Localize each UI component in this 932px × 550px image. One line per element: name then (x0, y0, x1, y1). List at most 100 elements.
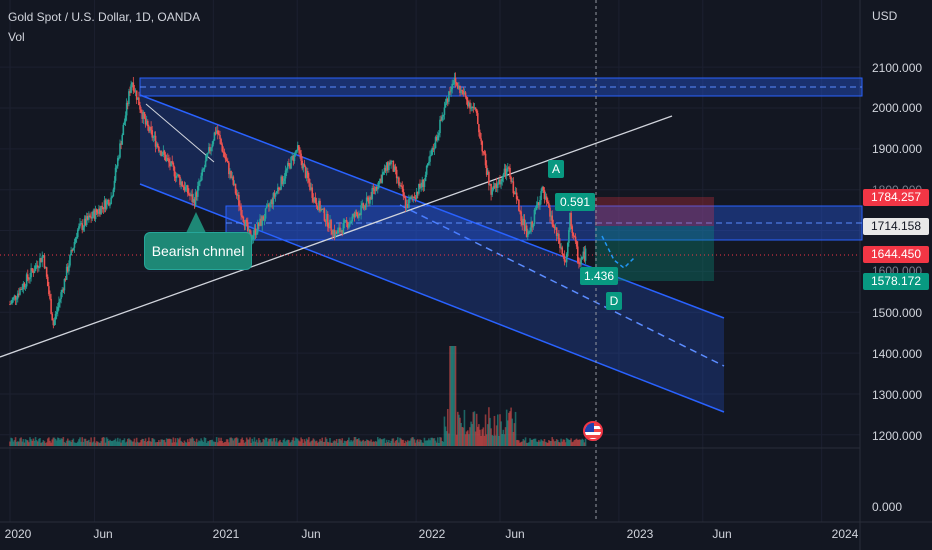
volume-bar (296, 438, 299, 446)
candle-body (36, 265, 39, 268)
candle-body (409, 198, 411, 200)
x-tick-jun-2021: Jun (301, 527, 321, 541)
candle-body (525, 225, 528, 237)
volume-bar (313, 439, 316, 446)
candle-body (301, 160, 304, 169)
candle-body (513, 193, 516, 195)
volume-bar (88, 439, 90, 446)
volume-bar (435, 442, 438, 446)
volume-bar (204, 438, 207, 446)
candle-body (222, 151, 225, 153)
candle-body (164, 154, 167, 161)
volume-bar (516, 439, 519, 446)
volume-bar (64, 442, 67, 446)
volume-bar (451, 346, 454, 446)
stop-price-tag[interactable]: 1784.257 (863, 189, 929, 206)
candle-body (271, 199, 274, 205)
ratio-label-1[interactable]: 0.591 (555, 193, 595, 211)
symbol-title[interactable]: Gold Spot / U.S. Dollar, 1D, OANDA (8, 10, 201, 24)
volume-bar (119, 438, 121, 446)
candle-body (483, 151, 486, 154)
volume-bar (36, 441, 39, 446)
volume-bar (132, 441, 135, 446)
candle-body (425, 166, 428, 175)
volume-bar (276, 442, 279, 446)
volume-bar (355, 439, 358, 446)
volume-bar (98, 442, 100, 446)
chart-overlay (186, 212, 206, 233)
volume-bar (202, 441, 205, 446)
volume-bars (9, 346, 587, 446)
candle-body (244, 219, 247, 227)
candle-body (134, 90, 137, 92)
candle-body (351, 216, 354, 222)
candle-body (32, 270, 35, 274)
volume-bar (560, 438, 562, 446)
candle-body (548, 203, 550, 208)
last-price-tag[interactable]: 1644.450 (863, 246, 929, 263)
candle-body (91, 216, 94, 219)
candle-body (544, 196, 547, 199)
candle-body (210, 147, 212, 152)
volume-bar (326, 441, 329, 446)
volume-bar (322, 441, 325, 446)
candle-body (536, 202, 539, 205)
point-d-label[interactable]: D (606, 292, 622, 310)
candle-body (573, 235, 576, 237)
volume-bar (505, 409, 508, 446)
candle-body (248, 229, 250, 232)
candle-body (472, 106, 475, 109)
entry-price-tag[interactable]: 1714.158 (863, 218, 929, 235)
candle-body (163, 150, 166, 155)
bearish-channel-callout[interactable]: Bearish chnnel (144, 232, 252, 270)
volume-bar (23, 442, 26, 446)
candle-body (208, 147, 210, 153)
volume-bar (335, 438, 338, 446)
volume-bar (264, 437, 267, 446)
candle-body (461, 89, 464, 92)
candle-body (82, 227, 85, 230)
volume-bar (413, 439, 416, 446)
us-flag-icon[interactable] (583, 421, 603, 441)
volume-bar (38, 438, 40, 446)
volume-bar (144, 438, 147, 446)
candle-body (550, 215, 552, 217)
point-a-label[interactable]: A (548, 160, 564, 178)
candle-body (426, 163, 429, 167)
candle-body (322, 208, 325, 210)
volume-bar (506, 420, 509, 446)
candle-body (533, 209, 536, 225)
ratio-label-2[interactable]: 1.436 (580, 267, 618, 285)
candle-body (202, 169, 205, 171)
candle-body (380, 178, 382, 183)
candle-body (148, 126, 150, 132)
candle-body (469, 102, 471, 109)
volume-bar (280, 442, 282, 446)
volume-bar (410, 438, 412, 446)
volume-bar (380, 439, 382, 446)
volume-bar (574, 439, 577, 446)
candle-body (415, 191, 418, 199)
volume-bar (262, 438, 265, 446)
volume-bar (183, 440, 186, 446)
volume-bar (70, 442, 72, 446)
candle-body (13, 295, 16, 298)
candle-body (506, 167, 509, 169)
candle-body (52, 320, 55, 326)
volume-bar (253, 437, 256, 446)
candle-body (26, 274, 29, 279)
target-price-tag[interactable]: 1578.172 (863, 273, 929, 290)
candle-body (111, 196, 114, 198)
candle-body (263, 218, 266, 221)
volume-bar (282, 439, 285, 446)
volume-bar (479, 429, 481, 446)
volume-bar (104, 442, 107, 446)
candle-body (439, 119, 441, 134)
volume-bar (536, 441, 539, 446)
candle-body (303, 164, 306, 167)
candle-body (90, 216, 92, 219)
volume-bar (465, 431, 468, 446)
volume-bar (558, 441, 560, 446)
candle-body (101, 206, 104, 208)
